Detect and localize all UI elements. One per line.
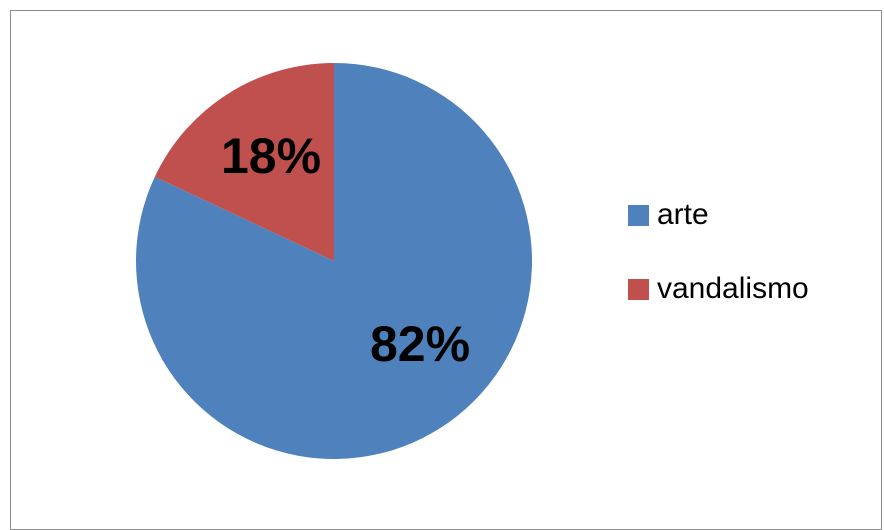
legend-label-vandalismo: vandalismo (657, 272, 809, 306)
legend-label-arte: arte (657, 198, 709, 232)
legend-swatch-arte (628, 205, 649, 226)
legend-item-arte: arte (628, 196, 809, 234)
data-label-vandalismo: 18% (221, 128, 321, 184)
legend-swatch-vandalismo (628, 279, 649, 300)
data-label-arte: 82% (370, 316, 470, 372)
legend-item-vandalismo: vandalismo (628, 270, 809, 308)
chart-legend: arte vandalismo (628, 196, 809, 344)
